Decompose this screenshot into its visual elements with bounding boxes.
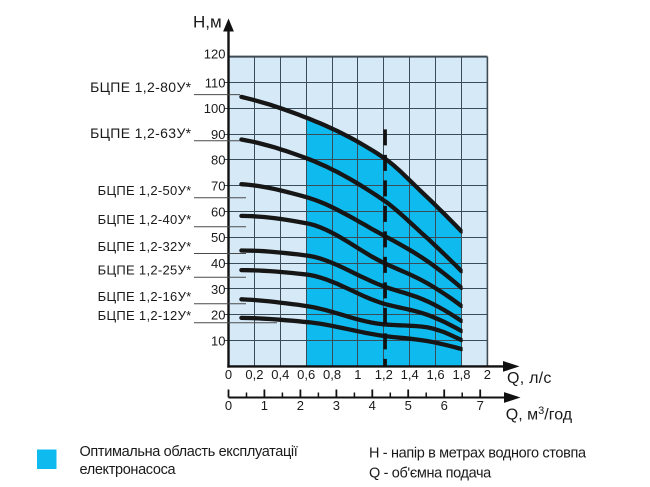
svg-text:БЦПЕ 1,2-63У*: БЦПЕ 1,2-63У* <box>90 125 192 141</box>
svg-text:120: 120 <box>204 47 226 62</box>
svg-text:Q, л/с: Q, л/с <box>507 370 552 387</box>
svg-text:1,2: 1,2 <box>375 367 393 382</box>
svg-text:Оптимальна область експлуатаці: Оптимальна область експлуатації <box>80 444 298 460</box>
svg-text:100: 100 <box>204 101 226 116</box>
svg-text:90: 90 <box>211 127 225 142</box>
svg-text:Q, м3/год: Q, м3/год <box>506 405 573 424</box>
svg-text:5: 5 <box>405 398 412 413</box>
svg-text:Н,м: Н,м <box>193 13 222 32</box>
svg-text:0: 0 <box>225 398 232 413</box>
svg-text:1,4: 1,4 <box>401 367 419 382</box>
svg-text:3: 3 <box>333 398 340 413</box>
svg-text:0,2: 0,2 <box>245 367 263 382</box>
svg-text:4: 4 <box>369 398 376 413</box>
svg-text:2: 2 <box>297 398 304 413</box>
svg-text:70: 70 <box>211 179 225 194</box>
svg-text:0,8: 0,8 <box>323 367 341 382</box>
svg-text:2: 2 <box>484 367 491 382</box>
svg-text:БЦПЕ 1,2-40У*: БЦПЕ 1,2-40У* <box>98 212 192 227</box>
svg-text:1: 1 <box>261 398 268 413</box>
svg-text:0: 0 <box>225 367 232 382</box>
svg-text:БЦПЕ 1,2-16У*: БЦПЕ 1,2-16У* <box>98 289 192 304</box>
svg-text:110: 110 <box>205 75 226 90</box>
svg-text:10: 10 <box>211 333 225 348</box>
svg-text:30: 30 <box>211 282 225 297</box>
svg-text:40: 40 <box>211 256 225 271</box>
svg-text:1,6: 1,6 <box>427 367 445 382</box>
svg-text:1: 1 <box>354 367 361 382</box>
svg-text:80: 80 <box>211 153 225 168</box>
svg-text:Q - об'ємна подача: Q - об'ємна подача <box>369 466 492 482</box>
svg-text:БЦПЕ 1,2-25У*: БЦПЕ 1,2-25У* <box>98 263 192 278</box>
svg-text:7: 7 <box>477 398 484 413</box>
svg-text:електронасоса: електронасоса <box>80 462 177 478</box>
svg-text:20: 20 <box>211 308 225 323</box>
svg-text:0,6: 0,6 <box>297 367 315 382</box>
svg-text:60: 60 <box>211 204 225 219</box>
svg-text:6: 6 <box>441 398 448 413</box>
svg-text:1,8: 1,8 <box>452 367 470 382</box>
svg-text:БЦПЕ 1,2-32У*: БЦПЕ 1,2-32У* <box>98 239 192 254</box>
svg-text:50: 50 <box>211 230 225 245</box>
svg-text:0,4: 0,4 <box>271 367 289 382</box>
svg-text:БЦПЕ 1,2-80У*: БЦПЕ 1,2-80У* <box>90 79 192 95</box>
svg-text:Н - напір в метрах водного сто: Н - напір в метрах водного стовпа <box>369 446 587 462</box>
svg-text:БЦПЕ 1,2-50У*: БЦПЕ 1,2-50У* <box>98 183 192 198</box>
svg-text:БЦПЕ 1,2-12У*: БЦПЕ 1,2-12У* <box>98 308 192 323</box>
